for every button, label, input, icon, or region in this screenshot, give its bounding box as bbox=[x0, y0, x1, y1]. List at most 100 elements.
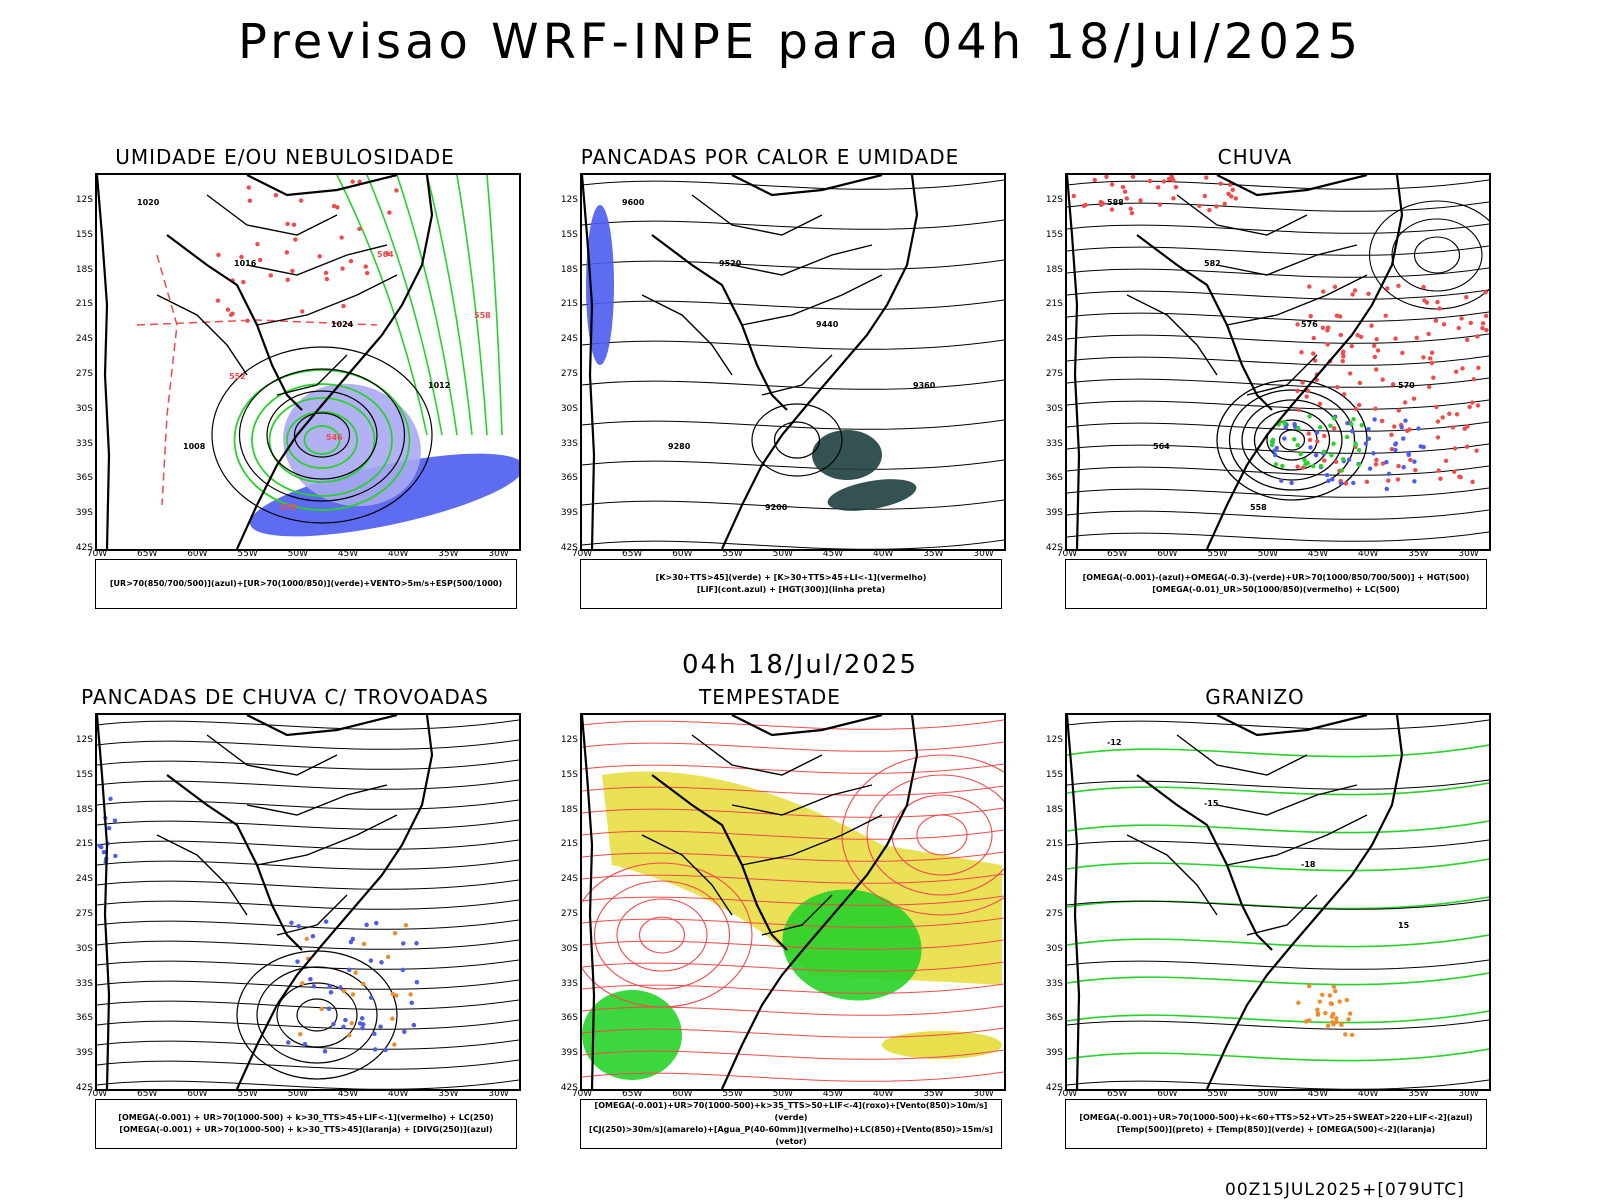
rain-red-cell bbox=[1374, 367, 1379, 372]
thunderstorm-orange-cell bbox=[390, 1016, 395, 1021]
border-line bbox=[1216, 715, 1368, 737]
rain-red-cell bbox=[1311, 351, 1316, 356]
state-line bbox=[1226, 814, 1368, 866]
lat-tick-label: 12S bbox=[560, 195, 578, 205]
lat-tick-label: 12S bbox=[1045, 195, 1063, 205]
run-info-footer: 00Z15JUL2025+[079UTC] bbox=[1225, 1180, 1465, 1200]
omega-orange-cell bbox=[1349, 1032, 1355, 1038]
streamline-250 bbox=[97, 879, 519, 890]
precip-water-contour bbox=[616, 898, 708, 972]
lat-tick-label: 33S bbox=[560, 978, 578, 989]
rain-red-cell bbox=[1380, 377, 1385, 382]
state-line bbox=[641, 294, 733, 376]
humidity-red-cell bbox=[387, 210, 392, 215]
hgt-contour bbox=[582, 259, 1004, 270]
rain-red-cell bbox=[1447, 411, 1452, 416]
rain-red-cell bbox=[1230, 187, 1235, 193]
border-line bbox=[246, 175, 398, 197]
map-canvas bbox=[582, 715, 1004, 1089]
omega-orange-cell bbox=[1334, 1016, 1339, 1021]
state-line bbox=[1246, 894, 1318, 936]
rain-red-cell bbox=[1173, 184, 1179, 190]
divergence-blue-cell bbox=[108, 796, 113, 802]
rain-blue-cell bbox=[1418, 444, 1423, 449]
legend-line: [OMEGA(-0.001)+UR>70(1000-500)+k<60+TTS>… bbox=[1079, 1113, 1473, 1122]
lat-tick-label: 30S bbox=[75, 943, 93, 954]
rain-red-cell bbox=[1483, 313, 1489, 319]
lif-blue-area bbox=[586, 205, 614, 365]
hgt500-contour bbox=[1278, 429, 1306, 451]
legend-line: [OMEGA(-0.001) + UR>70(1000-500) + k>30_… bbox=[119, 1125, 493, 1134]
rain-red-cell bbox=[1340, 358, 1345, 364]
lon-tick-label: 65W bbox=[622, 549, 643, 559]
rain-red-cell bbox=[1464, 444, 1470, 449]
contour-label: 546 bbox=[326, 433, 343, 442]
thunderstorm-orange-cell bbox=[394, 993, 399, 998]
rain-red-cell bbox=[1161, 179, 1167, 184]
rain-blue-cell bbox=[1350, 429, 1355, 434]
hgt500-contour bbox=[1067, 223, 1489, 234]
precip-water-contour bbox=[638, 916, 686, 954]
rain-green-cell bbox=[1282, 419, 1287, 425]
rain-blue-cell bbox=[1412, 459, 1417, 464]
rain-blue-cell bbox=[1326, 478, 1331, 484]
rain-red-cell bbox=[1383, 313, 1388, 318]
divergence-blue-cell bbox=[341, 1024, 346, 1030]
humidity-red-cell bbox=[394, 188, 399, 193]
divergence-blue-cell bbox=[379, 960, 384, 965]
panel-title: PANCADAS POR CALOR E UMIDADE bbox=[580, 145, 960, 169]
humidity-red-cell bbox=[246, 185, 251, 190]
lat-tick-label: 33S bbox=[75, 978, 93, 989]
lat-tick-label: 15S bbox=[1045, 229, 1063, 240]
rain-red-cell bbox=[1386, 478, 1391, 483]
rain-red-cell bbox=[1304, 394, 1309, 399]
lat-tick-label: 39S bbox=[560, 508, 578, 519]
omega-orange-cell bbox=[1323, 1010, 1328, 1016]
rain-red-cell bbox=[1138, 198, 1143, 203]
lon-tick-label: 55W bbox=[722, 549, 743, 559]
omega-orange-cell bbox=[1333, 988, 1338, 994]
lon-tick-label: 60W bbox=[1157, 549, 1178, 559]
humidity-red-cell bbox=[291, 222, 297, 227]
contour-label: 582 bbox=[1204, 259, 1221, 268]
rain-green-cell bbox=[1322, 449, 1327, 454]
rain-red-cell bbox=[1452, 469, 1457, 474]
rain-red-cell bbox=[1204, 175, 1209, 180]
rain-red-cell bbox=[1128, 206, 1133, 211]
rain-red-cell bbox=[1197, 203, 1202, 209]
humidity-red-cell bbox=[324, 276, 330, 282]
lon-tick-label: 35W bbox=[923, 549, 944, 559]
lat-tick-label: 21S bbox=[75, 299, 93, 310]
temp500-contour bbox=[1067, 1019, 1489, 1030]
lat-tick-label: 24S bbox=[560, 874, 578, 885]
rain-red-cell bbox=[1229, 194, 1234, 199]
rain-blue-cell bbox=[1346, 457, 1352, 462]
thunderstorm-orange-cell bbox=[392, 1042, 397, 1047]
streamline-250 bbox=[276, 982, 358, 1048]
rain-blue-cell bbox=[1289, 480, 1294, 486]
rain-red-cell bbox=[1424, 300, 1430, 305]
rain-red-cell bbox=[1407, 427, 1412, 432]
humidity-green-contour bbox=[303, 425, 341, 455]
rain-red-cell bbox=[1350, 292, 1355, 297]
rain-red-cell bbox=[1171, 196, 1176, 201]
hgt500-contour bbox=[1067, 531, 1489, 542]
divergence-blue-cell bbox=[296, 924, 301, 929]
rain-blue-cell bbox=[1273, 452, 1278, 458]
country-borders bbox=[1067, 175, 1404, 549]
state-line bbox=[276, 354, 348, 396]
rain-red-cell bbox=[1395, 477, 1401, 482]
rain-red-cell bbox=[1470, 400, 1475, 405]
state-line bbox=[731, 784, 873, 816]
lon-tick-label: 40W bbox=[1358, 549, 1379, 559]
lon-tick-label: 50W bbox=[772, 1089, 793, 1099]
rain-green-cell bbox=[1339, 468, 1345, 473]
hgt500-contour bbox=[1368, 200, 1489, 310]
rain-red-cell bbox=[1357, 402, 1362, 408]
rain-red-cell bbox=[1349, 343, 1354, 349]
hgt500-contour bbox=[1391, 218, 1483, 292]
state-line bbox=[246, 784, 388, 816]
panel-pancadas-calor: PANCADAS POR CALOR E UMIDADE 9600 9520 944… bbox=[550, 145, 1006, 625]
lat-tick-label: 30S bbox=[1045, 403, 1063, 414]
humidity-red-cell bbox=[323, 270, 329, 276]
